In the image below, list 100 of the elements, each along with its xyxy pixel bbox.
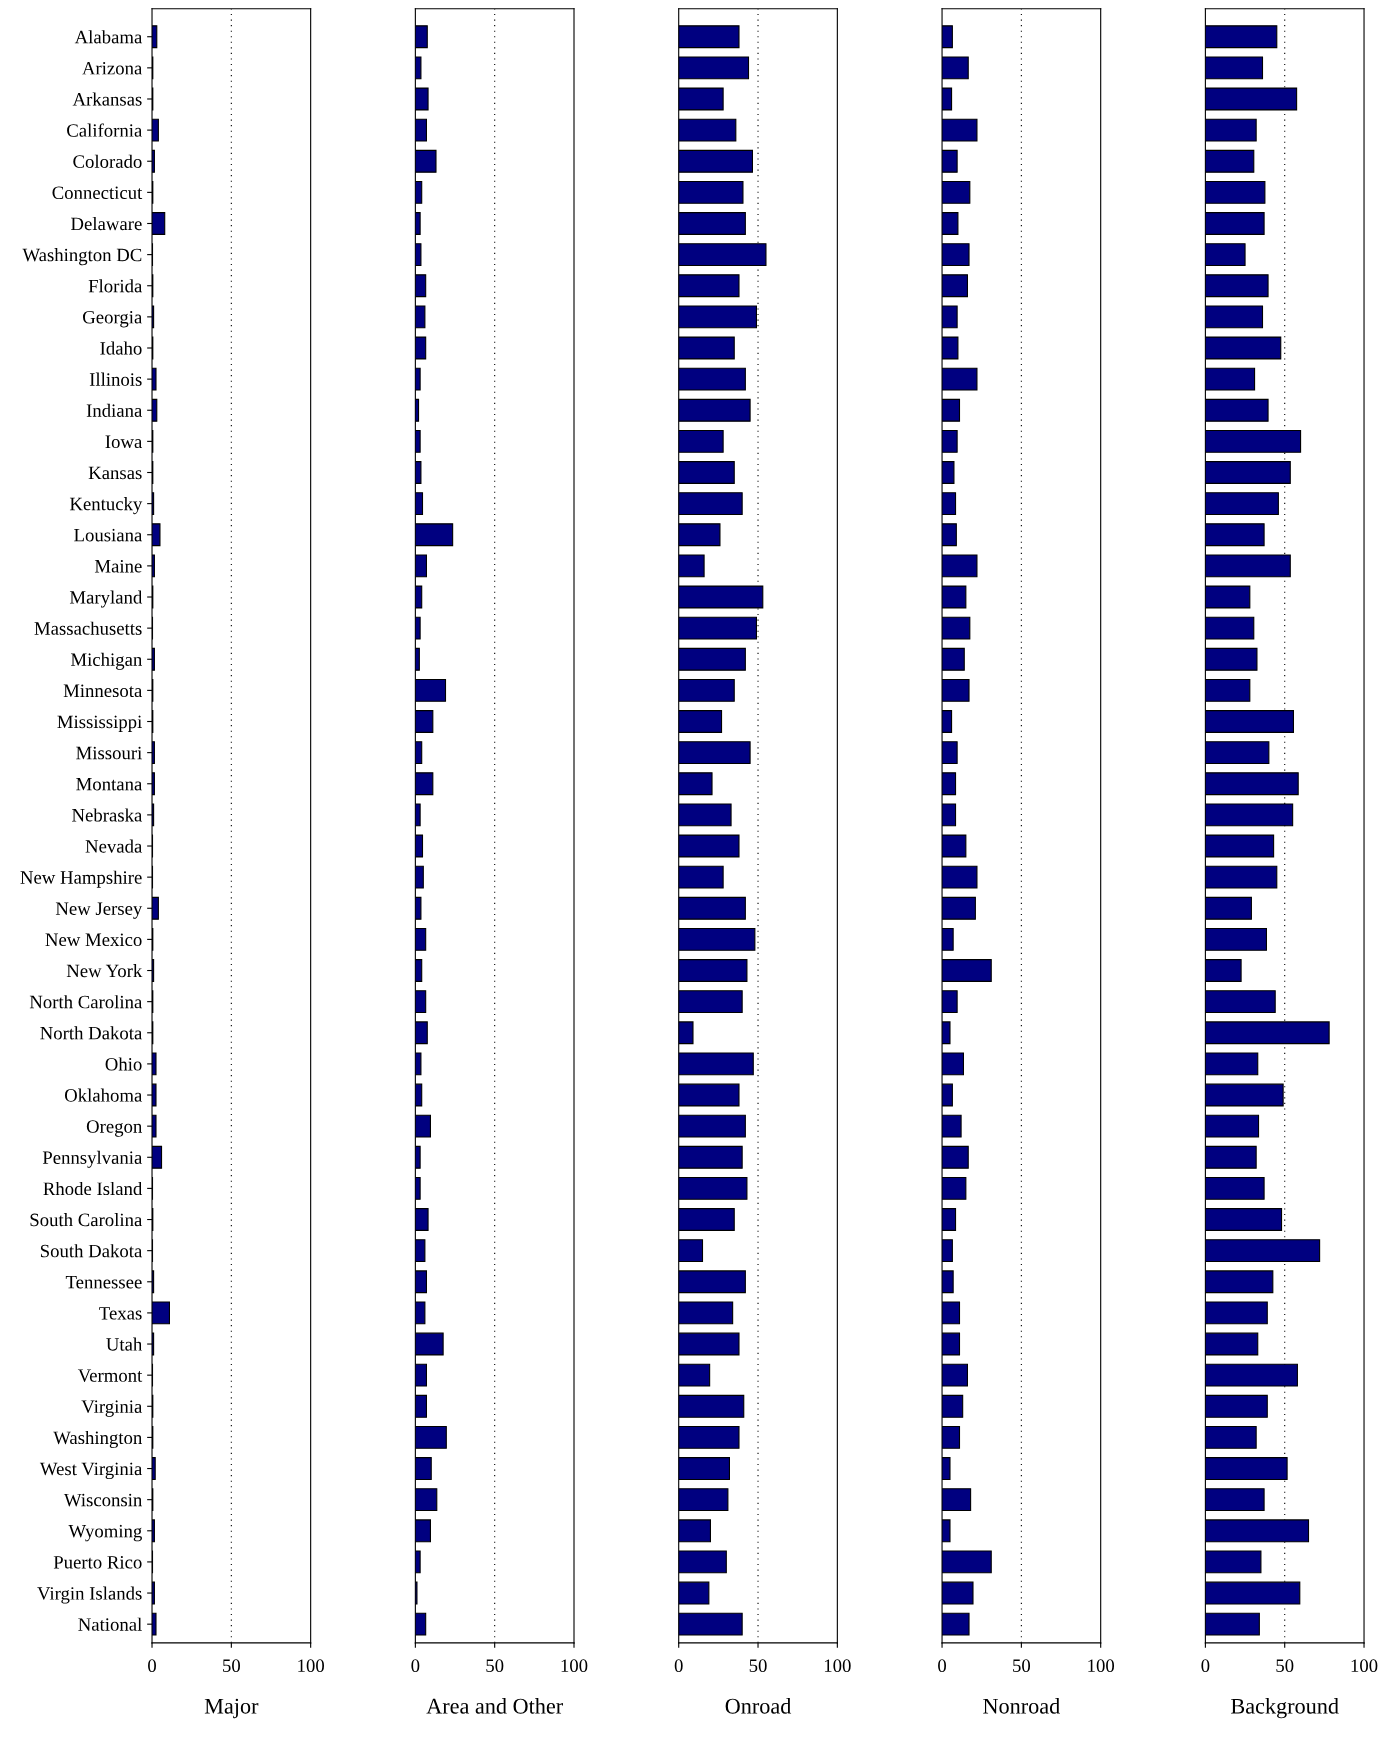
bar	[1205, 927, 1268, 951]
bar	[415, 772, 434, 796]
bar	[1205, 1301, 1268, 1325]
x-axis-title: Background	[1231, 1698, 1339, 1719]
bar	[415, 803, 421, 827]
y-tick-label: Pennsylvania	[42, 1150, 143, 1168]
y-tick-label: Alabama	[74, 30, 143, 44]
bar	[1205, 1145, 1257, 1169]
y-tick-label: West Virginia	[39, 1462, 143, 1480]
bar	[415, 554, 428, 578]
bar	[678, 1488, 729, 1512]
bar	[1205, 398, 1269, 422]
bar	[678, 1083, 740, 1107]
x-tick-label: 50	[1013, 1659, 1031, 1673]
bar	[1205, 865, 1278, 889]
x-tick-label: 100	[824, 1659, 851, 1673]
y-tick-label: Missouri	[76, 746, 142, 760]
bar	[678, 1301, 734, 1325]
x-tick-label: 0	[148, 1659, 156, 1673]
bar	[415, 896, 422, 920]
bar	[678, 25, 740, 49]
bar	[678, 990, 743, 1014]
y-tick-label: Washington DC	[22, 248, 142, 266]
bar	[678, 1176, 748, 1200]
y-tick-label: Wyoming	[68, 1524, 142, 1542]
bar	[1205, 461, 1291, 484]
bar	[1205, 180, 1266, 204]
bar	[1205, 1208, 1283, 1231]
y-tick-label: South Carolina	[30, 1213, 143, 1227]
bar	[415, 274, 427, 298]
y-tick-label: Vermont	[77, 1369, 143, 1382]
y-tick-label: South Dakota	[40, 1244, 143, 1258]
bar	[678, 554, 705, 578]
bar	[1205, 896, 1252, 920]
bar	[1205, 1114, 1260, 1138]
y-tick-label: Nevada	[85, 839, 143, 853]
bar	[678, 803, 732, 827]
bar	[415, 616, 421, 640]
bar	[1205, 1457, 1288, 1480]
y-tick-label: California	[67, 123, 143, 137]
y-tick-label: Maine	[94, 559, 142, 573]
bar	[1205, 1332, 1259, 1356]
bar	[678, 1239, 704, 1263]
y-tick-label: New York	[66, 964, 143, 978]
bar	[415, 1176, 421, 1200]
bar	[415, 990, 427, 1014]
y-tick-label: New Hampshire	[20, 870, 142, 888]
bar	[678, 523, 721, 547]
bar	[1205, 1550, 1262, 1574]
bar	[678, 274, 740, 298]
bar	[415, 1021, 428, 1045]
bar	[678, 429, 724, 453]
bar	[415, 1270, 428, 1294]
y-tick-label: Oklahoma	[64, 1088, 143, 1102]
x-tick-label: 100	[298, 1659, 325, 1673]
bar	[1205, 1488, 1265, 1512]
bar	[1205, 56, 1264, 80]
y-tick-label: Maryland	[69, 590, 143, 608]
bar	[415, 118, 428, 142]
y-tick-label: Wisconsin	[63, 1493, 143, 1507]
bar	[415, 1239, 426, 1263]
bar	[415, 305, 426, 329]
x-axis-title: Onroad	[725, 1698, 792, 1714]
y-tick-label: Lousiana	[74, 528, 143, 542]
bar	[1205, 149, 1255, 173]
x-tick-label: 50	[223, 1659, 240, 1673]
bar	[678, 741, 751, 765]
bar	[415, 429, 421, 453]
x-tick-label: 50	[749, 1659, 767, 1673]
bar	[678, 1208, 735, 1231]
y-tick-label: Virginia	[81, 1400, 143, 1417]
bar	[678, 1363, 711, 1387]
bar	[1205, 959, 1242, 982]
bar	[415, 1550, 421, 1574]
y-tick-label: New Jersey	[55, 902, 143, 919]
bar	[678, 710, 723, 733]
bar	[1205, 1612, 1260, 1636]
bar	[1205, 367, 1256, 391]
x-tick-label: 0	[938, 1659, 947, 1673]
bar	[678, 1550, 727, 1574]
y-tick-label: North Dakota	[40, 1026, 143, 1040]
y-tick-label: Washington	[53, 1430, 143, 1448]
bar	[678, 118, 737, 142]
bar	[678, 1425, 740, 1449]
y-tick-label: North Carolina	[29, 995, 143, 1009]
bar	[1205, 1052, 1259, 1076]
bar	[678, 492, 743, 516]
bar	[1205, 305, 1264, 329]
x-tick-label: 100	[561, 1659, 588, 1673]
bar	[1205, 1270, 1274, 1294]
bar	[678, 1332, 740, 1356]
bar	[678, 1519, 711, 1543]
bar	[678, 1394, 745, 1418]
y-tick-label: Colorado	[73, 154, 142, 168]
x-axis-title: Area and Other	[426, 1698, 563, 1714]
x-axis-title: Nonroad	[983, 1698, 1060, 1714]
bar	[678, 56, 750, 80]
bar	[415, 710, 434, 733]
bar	[415, 492, 424, 516]
y-tick-label: Iowa	[105, 435, 143, 449]
